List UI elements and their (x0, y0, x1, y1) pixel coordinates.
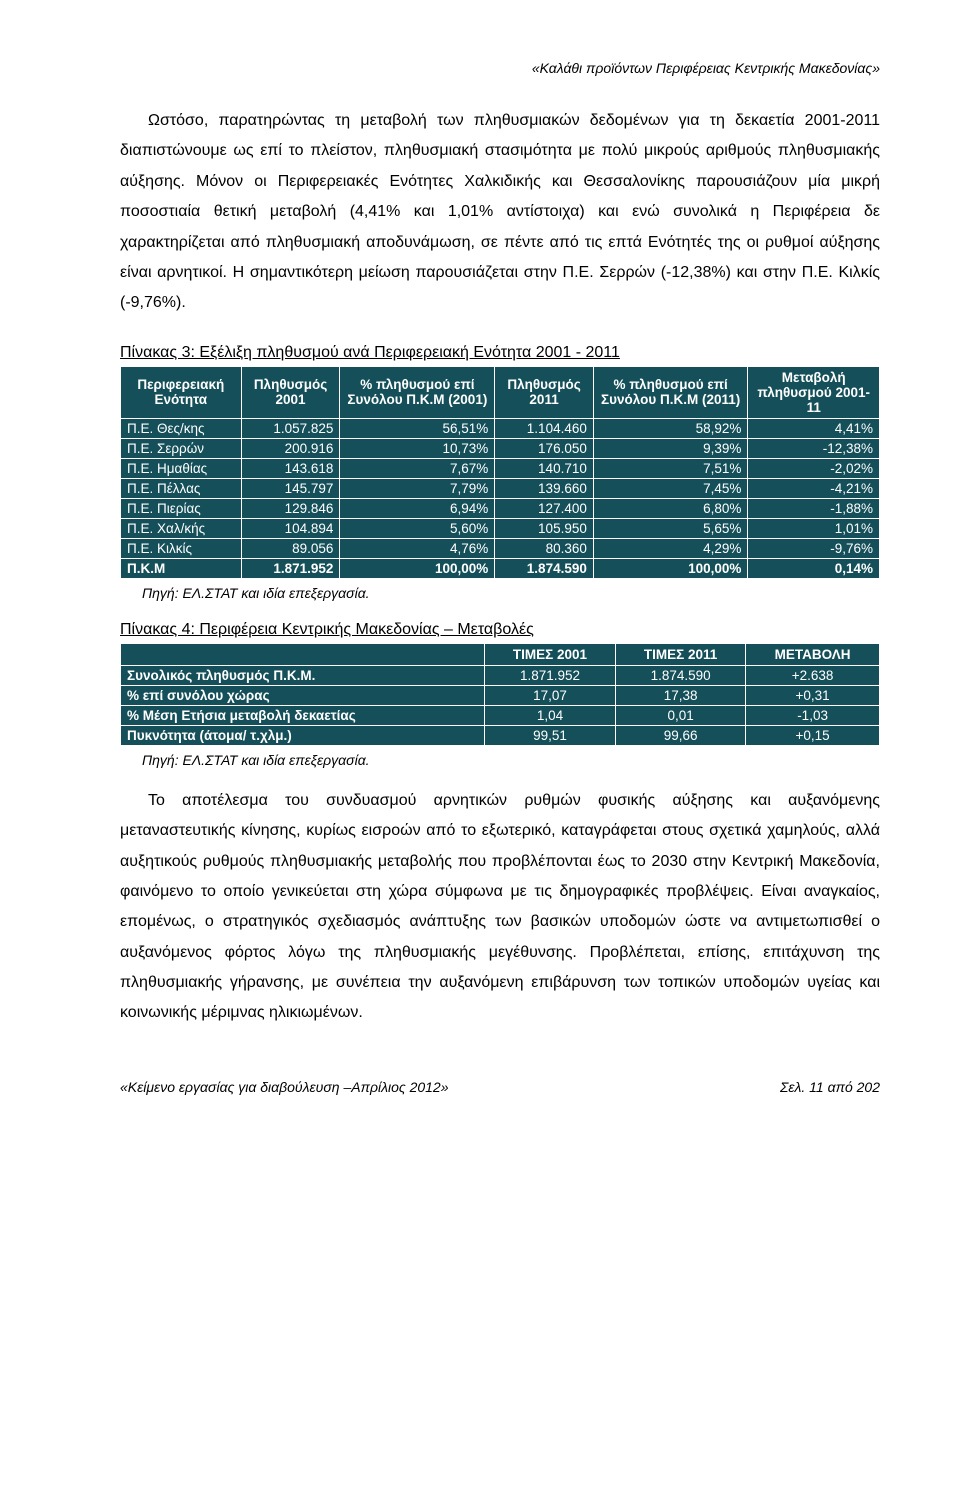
table-cell: Π.Ε. Σερρών (121, 438, 242, 458)
table-row-total: Π.Κ.Μ1.871.952100,00%1.874.590100,00%0,1… (121, 558, 880, 578)
table-cell: 7,79% (340, 478, 495, 498)
table3-title: Πίνακας 3: Εξέλιξη πληθυσμού ανά Περιφερ… (120, 344, 880, 362)
table-cell: 17,38 (616, 685, 746, 705)
table-cell: Π.Ε. Πέλλας (121, 478, 242, 498)
table-cell: Π.Ε. Ημαθίας (121, 458, 242, 478)
table-cell: 1.104.460 (495, 418, 594, 438)
table4-title: Πίνακας 4: Περιφέρεια Κεντρικής Μακεδονί… (120, 621, 880, 639)
table-cell: 1.057.825 (241, 418, 340, 438)
table-cell: 99,51 (484, 725, 615, 745)
table-row: Π.Ε. Πιερίας129.8466,94%127.4006,80%-1,8… (121, 498, 880, 518)
table-cell: 56,51% (340, 418, 495, 438)
table-cell: Π.Κ.Μ (121, 558, 242, 578)
table-cell: 89.056 (241, 538, 340, 558)
table-cell: 176.050 (495, 438, 594, 458)
table-cell: 1.871.952 (484, 665, 615, 685)
table-cell: 100,00% (593, 558, 748, 578)
table3-header: Πληθυσμός 2011 (495, 366, 594, 418)
table3-header: Περιφερειακή Ενότητα (121, 366, 242, 418)
table-cell: 10,73% (340, 438, 495, 458)
table-cell: 104.894 (241, 518, 340, 538)
doc-header: «Καλάθι προϊόντων Περιφέρειας Κεντρικής … (120, 60, 880, 76)
table-cell: 0,14% (748, 558, 880, 578)
table-cell: 80.360 (495, 538, 594, 558)
table-cell: Π.Ε. Πιερίας (121, 498, 242, 518)
table-cell: 17,07 (484, 685, 615, 705)
table-row: Πυκνότητα (άτομα/ τ.χλμ.)99,5199,66+0,15 (121, 725, 880, 745)
table4-header (121, 643, 485, 665)
table-cell: % επί συνόλου χώρας (121, 685, 485, 705)
table-row: Π.Ε. Σερρών200.91610,73%176.0509,39%-12,… (121, 438, 880, 458)
table-row: Π.Ε. Πέλλας145.7977,79%139.6607,45%-4,21… (121, 478, 880, 498)
table3-header: % πληθυσμού επί Συνόλου Π.Κ.Μ (2011) (593, 366, 748, 418)
table4-header: ΜΕΤΑΒΟΛΗ (746, 643, 880, 665)
table-cell: 105.950 (495, 518, 594, 538)
table-cell: -1,03 (746, 705, 880, 725)
table-cell: Π.Ε. Κιλκίς (121, 538, 242, 558)
table-cell: 1.874.590 (616, 665, 746, 685)
table-cell: Πυκνότητα (άτομα/ τ.χλμ.) (121, 725, 485, 745)
table-cell: +2.638 (746, 665, 880, 685)
table-cell: 4,76% (340, 538, 495, 558)
table-cell: 58,92% (593, 418, 748, 438)
table4-source: Πηγή: ΕΛ.ΣΤΑΤ και ιδία επεξεργασία. (142, 752, 880, 768)
table-cell: +0,15 (746, 725, 880, 745)
table-cell: 127.400 (495, 498, 594, 518)
table-row: % Μέση Ετήσια μεταβολή δεκαετίας1,040,01… (121, 705, 880, 725)
table-row: Συνολικός πληθυσμός Π.Κ.Μ.1.871.9521.874… (121, 665, 880, 685)
table-cell: 140.710 (495, 458, 594, 478)
table-cell: 7,51% (593, 458, 748, 478)
table-cell: 100,00% (340, 558, 495, 578)
table3-source: Πηγή: ΕΛ.ΣΤΑΤ και ιδία επεξεργασία. (142, 585, 880, 601)
table-cell: 0,01 (616, 705, 746, 725)
table-cell: -1,88% (748, 498, 880, 518)
table4-header: ΤΙΜΕΣ 2011 (616, 643, 746, 665)
table-cell: 7,67% (340, 458, 495, 478)
table-cell: 1.871.952 (241, 558, 340, 578)
table-cell: 4,41% (748, 418, 880, 438)
table-cell: 145.797 (241, 478, 340, 498)
table-cell: 4,29% (593, 538, 748, 558)
table-cell: -12,38% (748, 438, 880, 458)
table-cell: 1,04 (484, 705, 615, 725)
table-cell: 200.916 (241, 438, 340, 458)
table3-header: Μεταβολή πληθυσμού 2001-11 (748, 366, 880, 418)
table-cell: 5,60% (340, 518, 495, 538)
table-cell: 1,01% (748, 518, 880, 538)
page-footer: «Κείμενο εργασίας για διαβούλευση –Απρίλ… (120, 1079, 880, 1095)
table-cell: 1.874.590 (495, 558, 594, 578)
table4-header: ΤΙΜΕΣ 2001 (484, 643, 615, 665)
table4: ΤΙΜΕΣ 2001ΤΙΜΕΣ 2011ΜΕΤΑΒΟΛΗ Συνολικός π… (120, 643, 880, 746)
table-cell: Π.Ε. Θες/κης (121, 418, 242, 438)
table-cell: 139.660 (495, 478, 594, 498)
table-cell: 99,66 (616, 725, 746, 745)
table-cell: % Μέση Ετήσια μεταβολή δεκαετίας (121, 705, 485, 725)
table-cell: Π.Ε. Χαλ/κής (121, 518, 242, 538)
footer-left: «Κείμενο εργασίας για διαβούλευση –Απρίλ… (120, 1079, 449, 1095)
table-cell: -9,76% (748, 538, 880, 558)
table-cell: 129.846 (241, 498, 340, 518)
table-row: Π.Ε. Ημαθίας143.6187,67%140.7107,51%-2,0… (121, 458, 880, 478)
table-row: Π.Ε. Κιλκίς89.0564,76%80.3604,29%-9,76% (121, 538, 880, 558)
table3-header: % πληθυσμού επί Συνόλου Π.Κ.Μ (2001) (340, 366, 495, 418)
footer-right: Σελ. 11 από 202 (780, 1079, 880, 1095)
table-cell: 9,39% (593, 438, 748, 458)
table-cell: 7,45% (593, 478, 748, 498)
table3: Περιφερειακή ΕνότηταΠληθυσμός 2001% πληθ… (120, 366, 880, 579)
paragraph-1: Ωστόσο, παρατηρώντας τη μεταβολή των πλη… (120, 106, 880, 319)
table-cell: 6,80% (593, 498, 748, 518)
paragraph-2: Το αποτέλεσμα του συνδυασμού αρνητικών ρ… (120, 786, 880, 1029)
table-cell: -4,21% (748, 478, 880, 498)
table-cell: 143.618 (241, 458, 340, 478)
table-cell: 6,94% (340, 498, 495, 518)
table-row: Π.Ε. Χαλ/κής104.8945,60%105.9505,65%1,01… (121, 518, 880, 538)
table-cell: +0,31 (746, 685, 880, 705)
table-cell: 5,65% (593, 518, 748, 538)
table-cell: -2,02% (748, 458, 880, 478)
table-cell: Συνολικός πληθυσμός Π.Κ.Μ. (121, 665, 485, 685)
table-row: % επί συνόλου χώρας17,0717,38+0,31 (121, 685, 880, 705)
table-row: Π.Ε. Θες/κης1.057.82556,51%1.104.46058,9… (121, 418, 880, 438)
table3-header: Πληθυσμός 2001 (241, 366, 340, 418)
